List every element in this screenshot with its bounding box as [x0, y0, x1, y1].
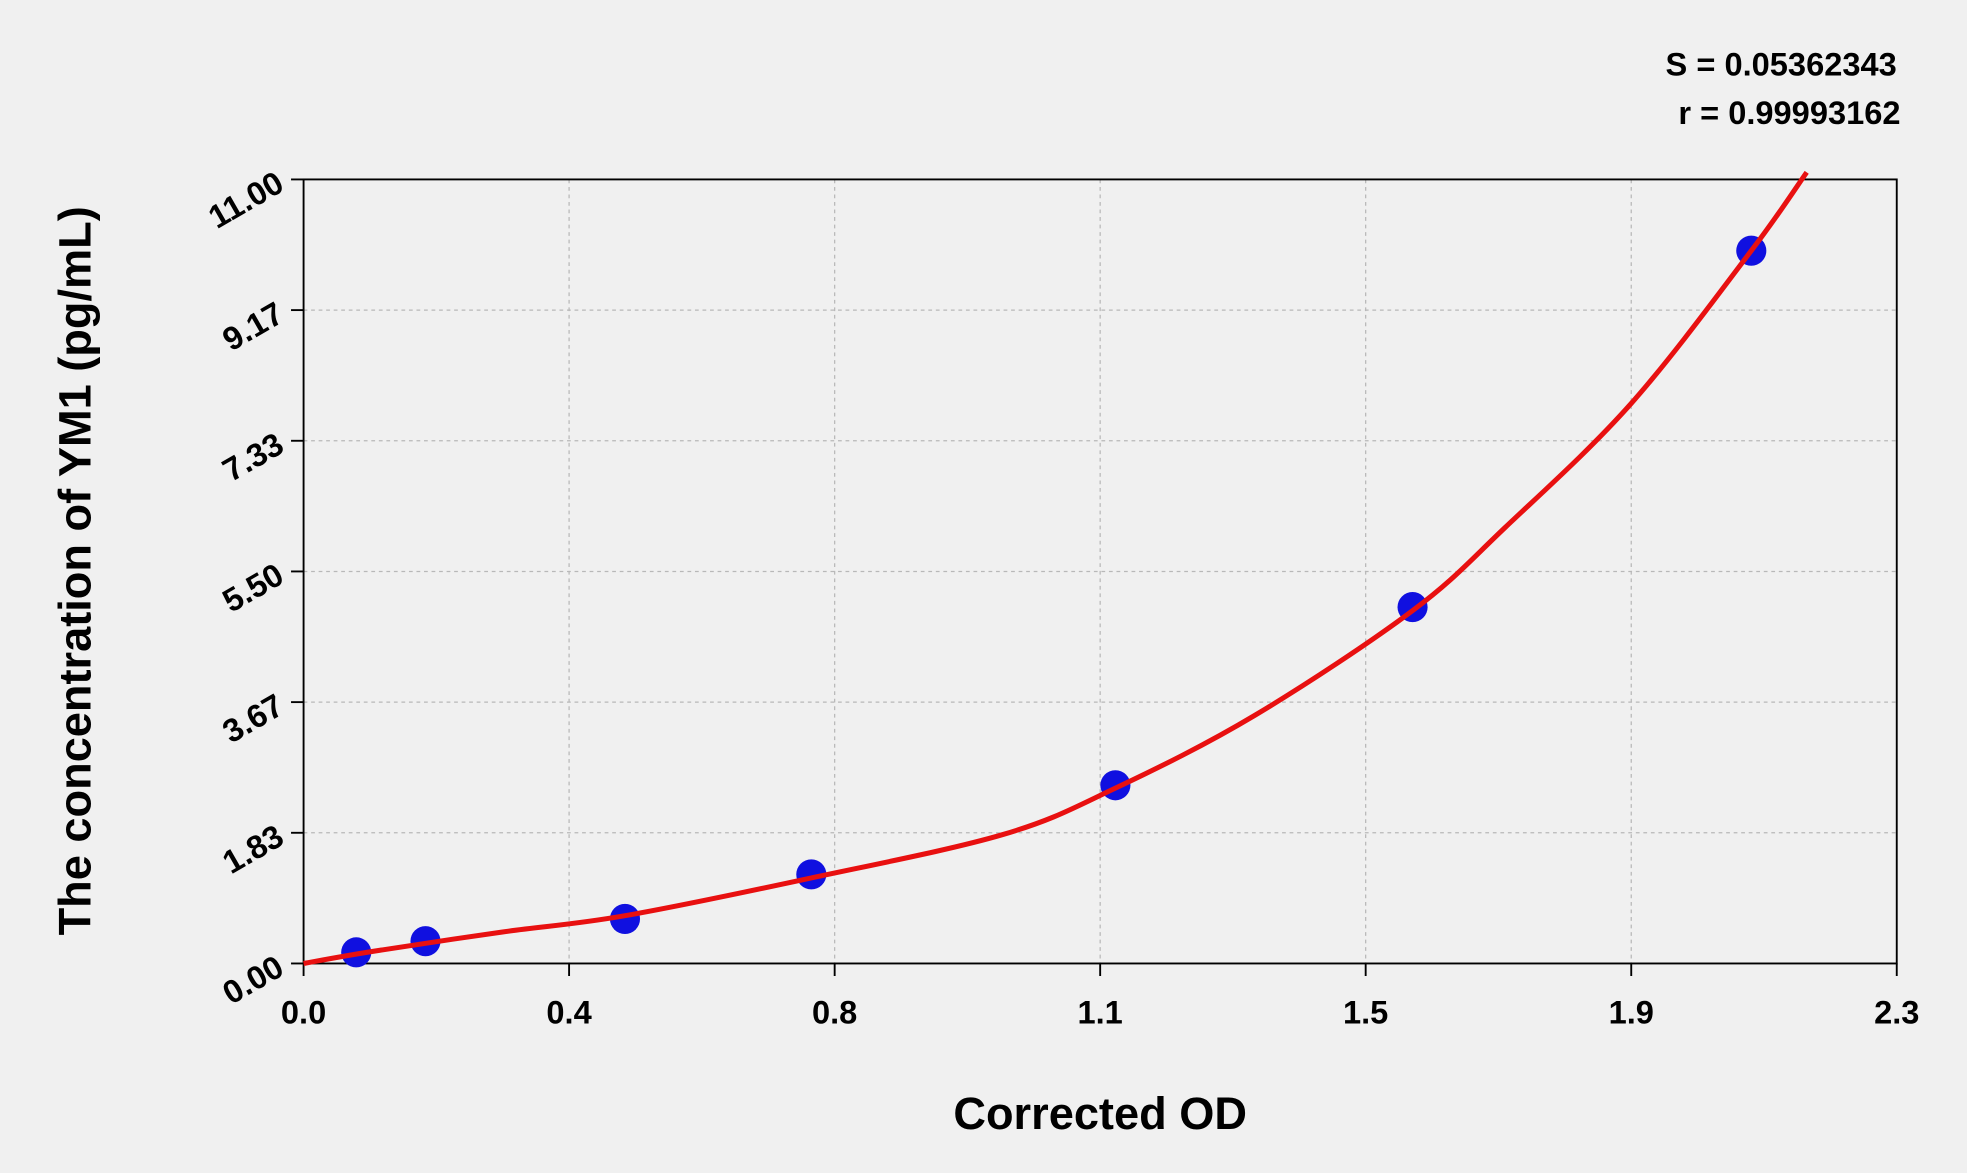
x-tick-label: 0.8: [812, 994, 857, 1031]
plot-frame: [302, 178, 1898, 965]
x-tick-label: 1.9: [1609, 994, 1654, 1031]
x-tick-label: 0.4: [546, 994, 591, 1031]
stat-r: r = 0.99993162: [1678, 94, 1900, 131]
x-tick-label: 0.0: [281, 994, 326, 1031]
data-point: [609, 903, 641, 934]
x-tick-label: 1.5: [1343, 994, 1388, 1031]
x-axis-title: Corrected OD: [953, 1088, 1247, 1139]
fit-curve: [303, 170, 1809, 966]
stat-s: S = 0.05362343: [1666, 45, 1897, 82]
y-axis-title: The concentration of YM1 (pg/mL): [49, 206, 100, 935]
x-tick-label: 1.1: [1077, 994, 1122, 1031]
x-tick-label: 2.3: [1874, 994, 1919, 1031]
